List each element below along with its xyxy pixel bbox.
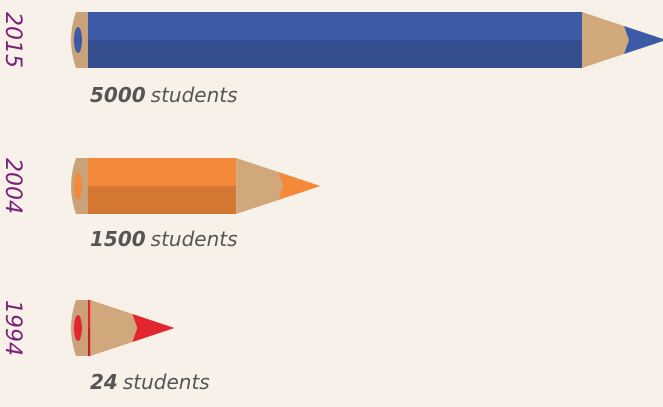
- value-unit: students: [151, 227, 238, 251]
- pencil-lead: [132, 314, 174, 342]
- pencil-lead: [278, 172, 320, 200]
- bar-shade: [88, 328, 90, 356]
- value-unit: students: [123, 370, 210, 394]
- pencil-end-core: [74, 315, 82, 341]
- category-label: 1994: [0, 300, 25, 356]
- pencil-lead: [624, 26, 663, 54]
- value-number: 1500: [90, 227, 146, 251]
- value-number: 24: [90, 370, 118, 394]
- bar-shade: [88, 186, 236, 214]
- bar-shade: [88, 40, 582, 68]
- pencil-end-core: [74, 27, 82, 53]
- category-label: 2015: [0, 12, 25, 68]
- value-number: 5000: [90, 83, 146, 107]
- chart: 20155000students20041500students199424st…: [0, 0, 663, 407]
- category-label: 2004: [0, 158, 25, 214]
- value-unit: students: [151, 83, 238, 107]
- pencil-end-core: [74, 173, 82, 199]
